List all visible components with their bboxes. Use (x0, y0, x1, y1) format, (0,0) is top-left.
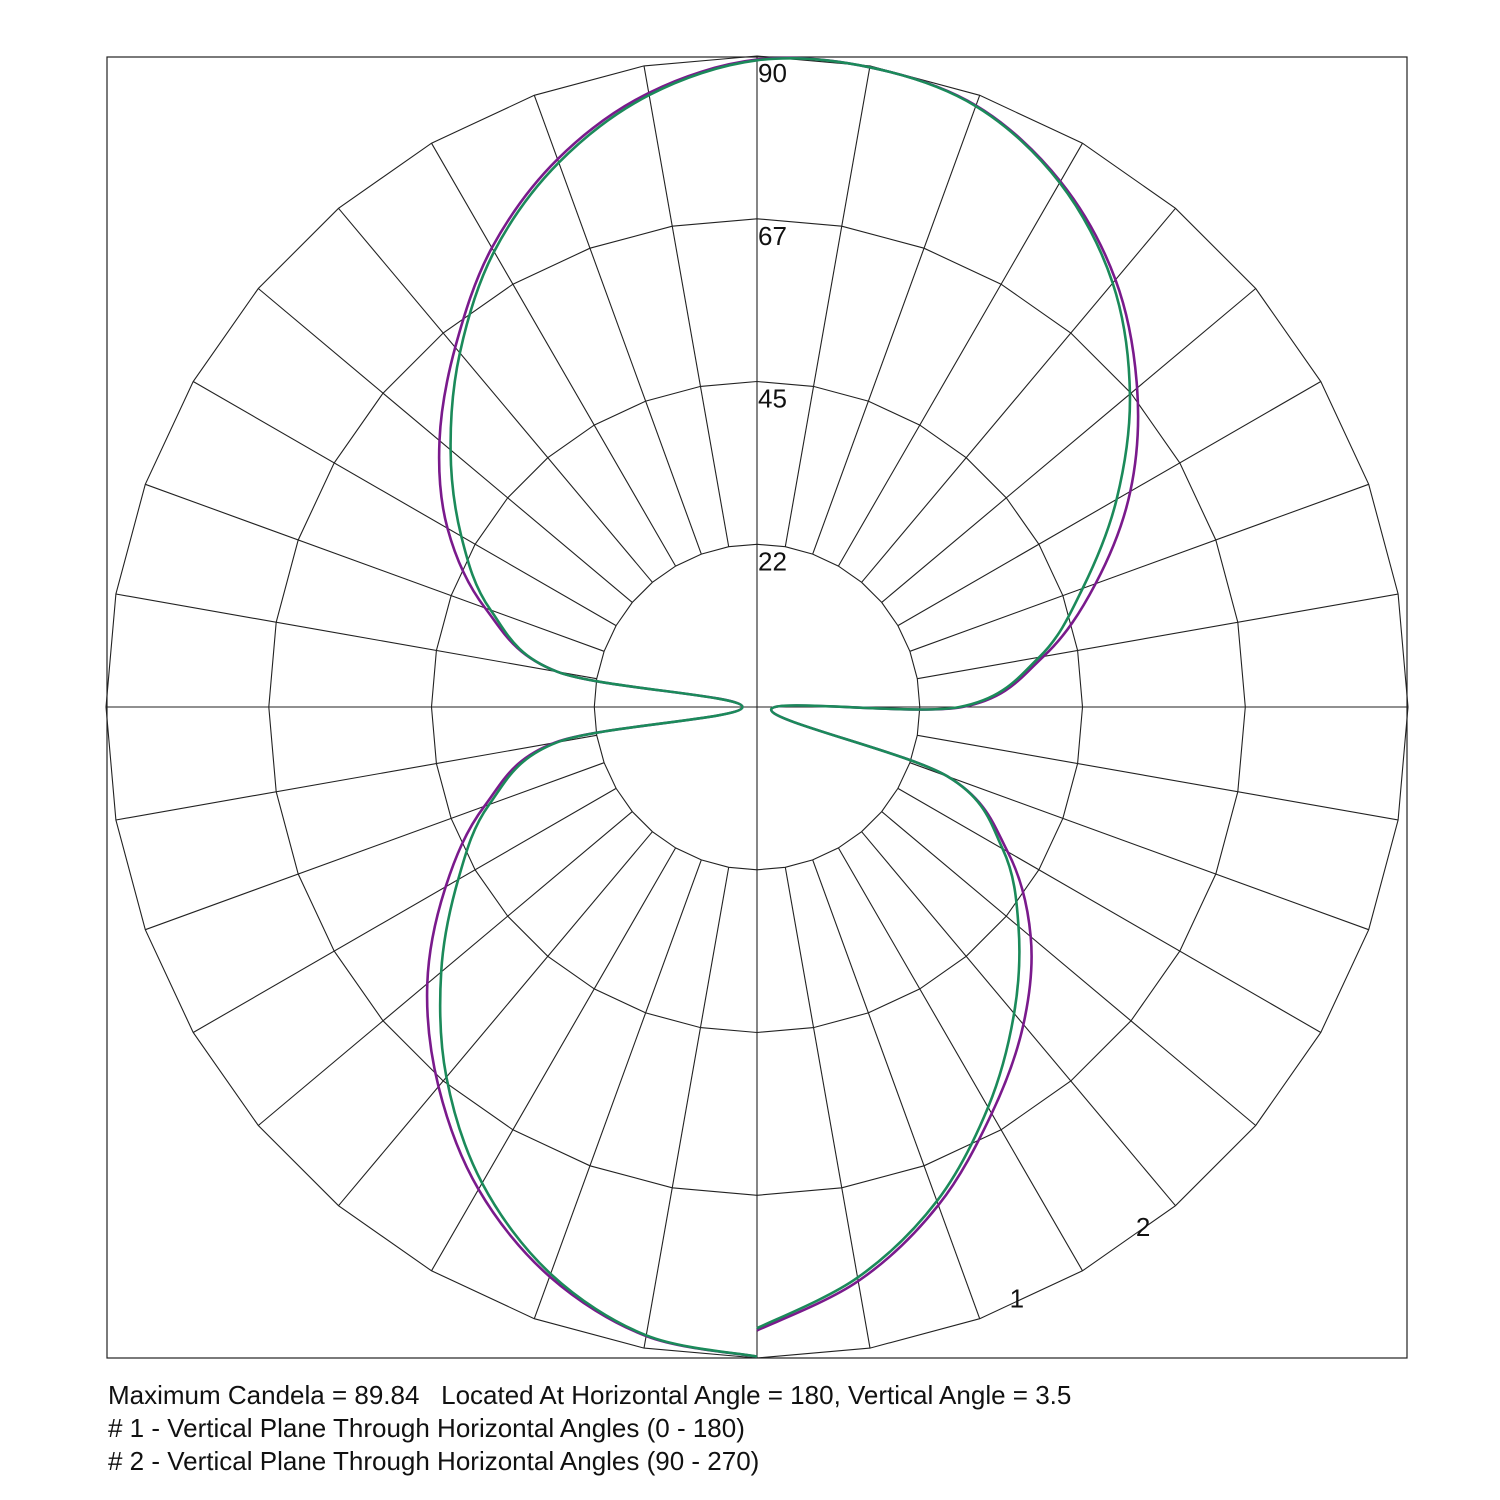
grid-spoke-130 (881, 811, 1257, 1126)
grid-spoke-150 (837, 847, 1083, 1272)
grid-spoke-200 (533, 859, 702, 1319)
grid-spoke-20 (812, 95, 981, 555)
series-2-label: 2 (1136, 1212, 1150, 1242)
grid-spoke-140 (861, 831, 1176, 1207)
grid-spoke-80 (917, 593, 1399, 680)
label-layer: 22 45 67 90 1 2 (758, 58, 1150, 1313)
grid-spoke-210 (431, 847, 677, 1272)
grid-spoke-170 (784, 867, 871, 1349)
grid-spoke-230 (257, 811, 633, 1126)
grid-spoke-120 (897, 787, 1322, 1033)
grid-spoke-190 (643, 867, 730, 1349)
grid-spoke-240 (192, 787, 617, 1033)
grid-spoke-70 (909, 483, 1369, 652)
grid-spoke-300 (192, 381, 617, 627)
grid-spoke-340 (533, 95, 702, 555)
grid-spoke-250 (145, 762, 605, 931)
grid-spoke-350 (643, 65, 730, 547)
series-1-curve (438, 57, 1132, 1358)
radial-tick-label-22: 22 (758, 546, 787, 576)
grid-spoke-320 (338, 207, 653, 583)
radial-tick-label-45: 45 (758, 384, 787, 414)
grid-spoke-30 (837, 142, 1083, 567)
grid-spoke-60 (897, 381, 1322, 627)
grid-spoke-290 (145, 483, 605, 652)
grid-spoke-160 (812, 859, 981, 1319)
grid-spoke-330 (431, 142, 677, 567)
series-1-caption: # 1 - Vertical Plane Through Horizontal … (108, 1413, 745, 1443)
grid-spoke-260 (115, 734, 597, 821)
radial-tick-label-67: 67 (758, 221, 787, 251)
radial-tick-label-90: 90 (758, 58, 787, 88)
grid-spoke-50 (881, 288, 1257, 603)
grid-spoke-220 (338, 831, 653, 1207)
series-1-label: 1 (1010, 1283, 1024, 1313)
series-2-caption: # 2 - Vertical Plane Through Horizontal … (108, 1446, 760, 1476)
grid-spoke-40 (861, 207, 1176, 583)
grid-spoke-10 (784, 65, 871, 547)
grid-spokes (106, 56, 1408, 1358)
series-layer (425, 56, 1140, 1358)
grid-spoke-280 (115, 593, 597, 680)
grid-spoke-100 (917, 734, 1399, 821)
grid-spoke-310 (257, 288, 633, 603)
max-candela-caption: Maximum Candela = 89.84 Located At Horiz… (108, 1380, 1072, 1410)
grid-spoke-110 (909, 762, 1369, 931)
